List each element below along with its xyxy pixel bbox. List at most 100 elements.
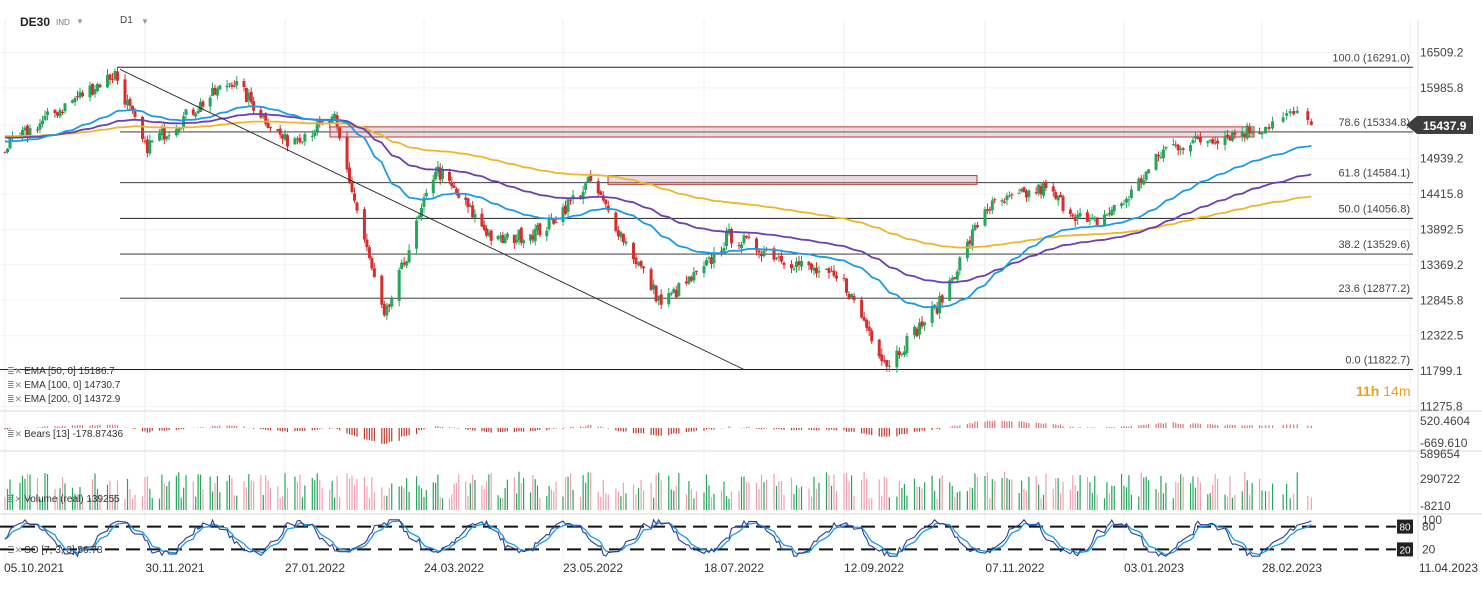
candle-body: [285, 135, 289, 147]
fibonacci-levels: 100.0 (16291.0) 78.6 (15334.8) 61.8 (14584…: [0, 52, 1413, 370]
candle-body: [454, 188, 458, 194]
so-axis-label: 80: [1422, 520, 1436, 534]
candle-body: [56, 112, 59, 116]
candle-body: [684, 281, 688, 284]
candle-body: [882, 360, 886, 362]
candle-body: [777, 256, 781, 258]
candle-body: [923, 322, 927, 326]
candle-body: [450, 182, 454, 187]
candle-body: [21, 130, 24, 136]
bears-axis-label: -669.610: [1420, 436, 1468, 450]
candle-body: [1174, 144, 1178, 146]
candle-body: [797, 261, 801, 266]
candle-body: [278, 128, 282, 135]
timeframe-label[interactable]: D1: [120, 15, 133, 26]
candle-body: [569, 199, 573, 201]
candle-body: [167, 135, 171, 137]
candle-body: [642, 266, 646, 269]
settings-icon[interactable]: ≣✕: [7, 429, 23, 439]
settings-icon[interactable]: ≣✕: [7, 380, 23, 390]
candle-body: [1007, 195, 1011, 197]
candle-body: [128, 99, 132, 106]
candle-body: [78, 91, 82, 98]
candle-body: [649, 269, 653, 290]
candle-body: [283, 133, 287, 140]
countdown-hours: 11h: [1356, 383, 1380, 399]
resistance-zone: [329, 126, 1255, 138]
candle-body: [1022, 187, 1026, 193]
legend-ema100[interactable]: ≣✕ EMA [100, 0] 14730.7: [7, 380, 120, 391]
time-axis-label: 03.01.2023: [1124, 561, 1184, 575]
candle-body: [1076, 214, 1080, 220]
legend-volume[interactable]: ≣✕ Volume (real) 139255: [7, 494, 120, 505]
legend-bears[interactable]: ≣✕ Bears [13] -178.87436: [7, 429, 123, 440]
candle-body: [1127, 199, 1131, 201]
settings-icon[interactable]: ≣✕: [7, 394, 23, 404]
candle-body: [328, 120, 332, 124]
settings-icon[interactable]: ≣✕: [7, 494, 23, 504]
candle-body: [953, 277, 957, 279]
settings-icon[interactable]: ≣✕: [7, 366, 23, 376]
candle-body: [333, 113, 337, 119]
candle-body: [131, 105, 134, 111]
candle-body: [215, 88, 219, 96]
candle-body: [877, 339, 881, 357]
candle-body: [760, 253, 763, 257]
candle-body: [1240, 132, 1244, 137]
candle-body: [353, 193, 356, 201]
candle-body: [1161, 149, 1165, 159]
candle-body: [730, 229, 733, 244]
candle-body: [920, 321, 924, 327]
legend-ema200[interactable]: ≣✕ EMA [200, 0] 14372.9: [7, 394, 120, 405]
legend-so[interactable]: ≣✕ SO [7, 3, 3] 56.78: [7, 545, 102, 556]
candle-body: [1042, 183, 1046, 196]
candle-body: [930, 306, 934, 323]
candle-body: [261, 114, 265, 117]
candle-body: [1193, 136, 1197, 139]
candle-body: [619, 232, 623, 238]
candle-body: [950, 278, 954, 281]
time-axis-label: 23.05.2022: [563, 561, 623, 575]
time-axis-label: 30.11.2021: [145, 561, 204, 575]
candle-body: [1020, 189, 1024, 192]
candle-body: [1107, 213, 1111, 215]
candle-body: [865, 319, 869, 328]
candle-body: [827, 268, 831, 273]
candle-body: [1010, 194, 1014, 196]
candle-body: [807, 261, 811, 266]
candle-body: [621, 233, 625, 243]
bears-panel: 520.4604 -669.610: [4, 414, 1470, 450]
candle-body: [1309, 121, 1313, 125]
candle-body: [973, 225, 977, 231]
so-badge-80-label: 80: [1399, 523, 1411, 534]
candle-body: [694, 270, 698, 272]
candle-body: [482, 224, 486, 230]
candle-body: [990, 200, 994, 211]
ema-lines: [4, 105, 1312, 309]
candle-body: [913, 326, 916, 336]
candle-body: [485, 228, 489, 236]
price-axis-label: 12322.5: [1420, 329, 1464, 343]
candle-body: [552, 218, 556, 224]
candle-body: [397, 270, 401, 301]
candle-body: [1124, 198, 1128, 203]
price-axis-label: 14939.2: [1420, 152, 1464, 166]
candle-body: [918, 322, 922, 335]
candle-body: [887, 365, 891, 367]
settings-icon[interactable]: ≣✕: [7, 545, 23, 555]
symbol-label[interactable]: DE30: [20, 15, 51, 29]
candle-body: [1189, 145, 1193, 152]
candle-body: [298, 137, 302, 143]
legend-ema50[interactable]: ≣✕ EMA [50, 0] 15186.7: [7, 366, 115, 377]
candle-body: [93, 89, 97, 95]
candle-body: [762, 250, 766, 257]
candle-body: [970, 229, 974, 246]
candle-body: [1250, 132, 1254, 134]
chevron-down-icon[interactable]: ▼: [76, 17, 84, 26]
chevron-down-icon[interactable]: ▼: [141, 17, 149, 26]
candle-body: [634, 257, 638, 265]
candle-body: [1051, 186, 1055, 192]
candle-body: [457, 193, 461, 198]
candle-body: [227, 83, 231, 85]
